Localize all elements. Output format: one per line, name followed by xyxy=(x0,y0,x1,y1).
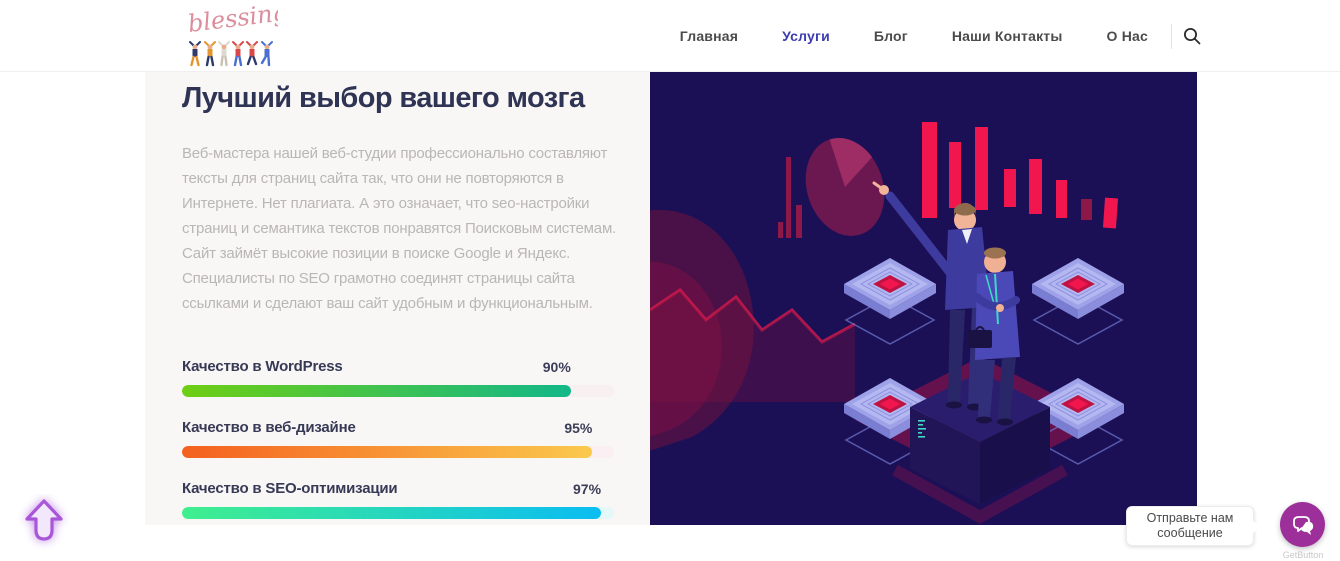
progress-bar-fill xyxy=(182,507,602,519)
progress-bar-track xyxy=(182,385,614,397)
progress-bar-fill xyxy=(182,446,593,458)
skill-value: 97% xyxy=(573,481,602,497)
hero-illustration xyxy=(650,72,1197,525)
chat-tooltip[interactable]: Отправьте нам сообщение xyxy=(1126,506,1260,546)
skill-row-wordpress: Качество в WordPress 90% xyxy=(182,358,614,397)
nav-item-about[interactable]: О Нас xyxy=(1106,28,1148,44)
skill-value: 95% xyxy=(564,420,593,436)
nav-item-home[interactable]: Главная xyxy=(679,28,739,44)
progress-bar-track xyxy=(182,446,614,458)
progress-bar-fill xyxy=(182,385,571,397)
skill-label: Качество в веб-дизайне xyxy=(182,419,356,436)
nav-item-services[interactable]: Услуги xyxy=(782,28,830,44)
chat-bubbles-icon xyxy=(1292,515,1313,535)
main-nav: Главная Услуги Блог Наши Контакты О Нас xyxy=(680,0,1148,72)
bar-chart-icon xyxy=(922,122,1119,229)
nav-divider xyxy=(1171,24,1172,49)
skill-label: Качество в SEO-оптимизации xyxy=(182,480,398,497)
page-title: Лучший выбор вашего мозга xyxy=(182,82,585,114)
skill-row-seo: Качество в SEO-оптимизации 97% xyxy=(182,480,614,519)
code-lines-icon xyxy=(918,420,926,438)
progress-bar-track xyxy=(182,507,614,519)
logo-people-icon xyxy=(189,41,273,67)
nav-item-blog[interactable]: Блог xyxy=(873,28,908,44)
skill-row-webdesign: Качество в веб-дизайне 95% xyxy=(182,419,614,458)
nav-item-contacts[interactable]: Наши Контакты xyxy=(951,28,1063,44)
small-bars-icon xyxy=(778,157,802,238)
hero-section: Лучший выбор вашего мозга Веб-мастера на… xyxy=(0,72,1340,525)
pie-chart-icon xyxy=(805,137,885,236)
skills-list: Качество в WordPress 90% Качество в веб-… xyxy=(182,358,614,519)
scroll-to-top-button[interactable] xyxy=(18,494,70,552)
businessmen-icon xyxy=(872,181,1020,426)
chat-brand-label: GetButton xyxy=(1282,550,1324,560)
intro-paragraph: Веб-мастера нашей веб-студии профессиона… xyxy=(182,145,617,312)
logo-script-text: blessing xyxy=(186,6,278,38)
blessing-logo-icon: blessing xyxy=(186,0,289,67)
chat-widget: Отправьте нам сообщение GetButton xyxy=(1120,500,1335,561)
header: blessing Главная Услуги Блог Наши Контак… xyxy=(0,0,1340,72)
site-logo[interactable]: blessing xyxy=(183,0,289,70)
content-panel: Лучший выбор вашего мозга Веб-мастера на… xyxy=(145,72,650,525)
skill-value: 90% xyxy=(542,359,571,375)
search-icon[interactable] xyxy=(1182,26,1202,46)
analytics-illustration-icon xyxy=(650,122,1124,524)
chat-button[interactable] xyxy=(1280,502,1325,547)
skill-label: Качество в WordPress xyxy=(182,358,343,375)
